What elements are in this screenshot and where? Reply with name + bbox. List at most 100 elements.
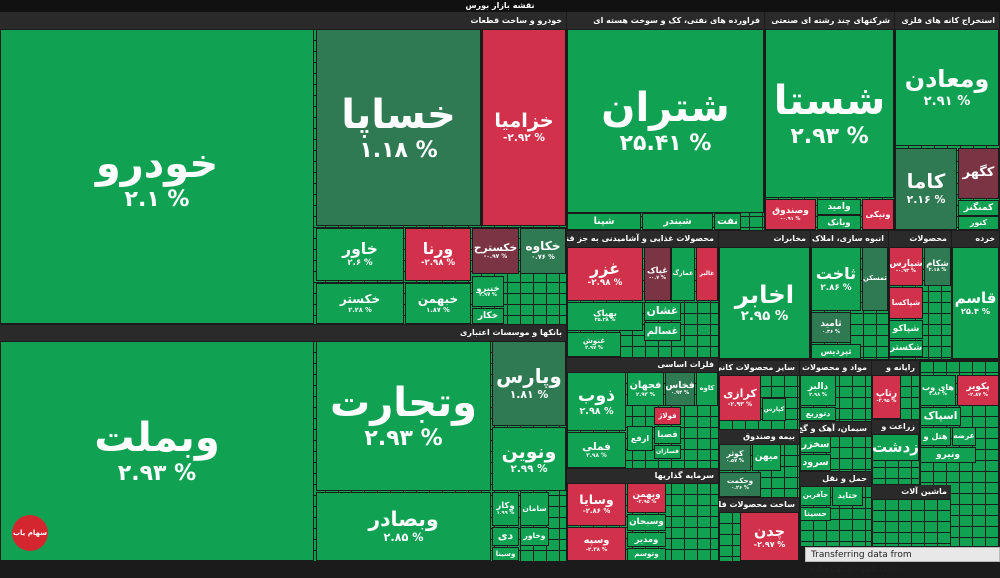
stock-tile: ثامید ۰.۳۶ % [811,312,851,343]
stock-name: کمنگنز [963,202,994,213]
stock-name: غشان [646,304,679,318]
stock-name: وامید [827,201,851,212]
stock-tile: سرود [800,454,831,471]
logo: سهام یاب [12,515,48,551]
stock-name: وحکمت [726,476,754,486]
stock-tile: ومدیر [627,532,666,547]
stock-name: کوثر [726,449,744,459]
stock-tile: حسینا [800,507,831,521]
stock-tile: شکستر [889,340,923,357]
stock-name: ونوین [501,441,557,464]
stock-tile: وبهمن -۲.۹۵ % [627,483,666,513]
stock-tile: شتران ۲۵.۴۱ % [567,29,764,213]
sector-header: سرمایه گذاریها [567,469,718,483]
stock-name: میهن [754,452,779,463]
stock-tile: ثمسکن [862,247,888,311]
stock-tile: اسپاک [920,407,961,426]
stock-name: ثپردیس [820,345,852,356]
stock-name: شتران [601,85,730,132]
stock-name: وخاور [523,531,546,541]
sector-header: بیمه وصندوق [719,430,799,444]
stock-tile: غشان [644,302,681,321]
stock-name: دالبر [807,382,829,393]
stock-tile: وخاور [520,527,549,546]
stock-name: فجهان [629,380,662,392]
sector-header: مخابرات [719,231,810,247]
stock-tile: فخاس ۰.۹۴ % [665,372,695,406]
stock-change: ۱.۹۹ % [496,509,515,516]
stock-change: ۲.۹۱ % [923,93,971,109]
stock-name: قاسم [954,288,997,307]
stock-name: های وب [921,381,955,392]
stock-name: خکار [477,310,499,321]
stock-name: شبندر [663,215,692,227]
status-bar: Transferring data from cdn.sahamyab.com.… [805,547,1000,575]
stock-tile: خودرو ۲.۱ % [0,29,314,324]
stock-tile: پکویر -۲.۸۷ % [957,375,999,406]
stock-change: ۲.۹۷ % [479,292,497,299]
stock-tile: وبملت ۲.۹۳ % [0,341,314,561]
stock-tile: عرضه [952,427,976,446]
stock-tile: غسالم [644,322,681,341]
sector-header: رایانه و [872,361,919,375]
stock-tile: وامید [817,199,861,215]
stock-name: کرازی [723,387,757,401]
stock-change: ۲.۹۷ % [585,344,603,351]
stock-name: چدن [754,523,785,540]
stock-name: خنیرو [476,282,500,293]
stock-change: ۲.۸۶ % [820,283,852,294]
stock-name: وکار [496,500,515,511]
stock-change: -۲.۹۷ % [753,540,786,550]
stock-name: کنور [969,217,988,227]
sector-header: خرده [952,231,999,247]
stock-tile: وسایا -۲.۸۶ % [567,483,626,526]
stock-change: ۲.۱۶ % [906,193,946,207]
stock-name: خکسترح [473,240,518,254]
stock-name: شستا [773,77,886,124]
stock-change: ۲.۹۸ % [809,391,827,398]
stock-change: ۲.۹۸ % [586,452,607,459]
stock-tile: خبهمن ۱.۸۷ % [405,283,471,324]
stock-tile: دالبر ۲.۹۸ % [800,375,836,406]
stock-name: دی [497,529,514,543]
stock-name: کگهر [962,165,995,181]
stock-tile: نفت [714,213,741,230]
stock-name: وتوسم [634,549,659,559]
sector-header: محصولات [889,231,951,247]
stock-change: -۰.۷ % [649,274,666,281]
stock-tile: رتاپ -۲.۹۵ % [872,375,901,419]
stock-tile: شستا ۲.۹۳ % [765,29,894,198]
stock-tile: شبندر [642,213,713,230]
stock-tile: فصبا [654,426,681,444]
stock-name: کپارس [763,405,785,413]
stock-tile: ونیرو [920,447,976,463]
stock-change: ۲.۹۸ % [579,406,614,418]
stock-change: ۱.۸۱ % [509,387,549,401]
stock-tile: خکاوه ۰.۷۶ % [520,228,566,274]
stock-name: سامان [522,503,547,513]
stock-tile: ونوین ۲.۹۹ % [492,427,566,491]
sector-header: محصولات غذایی و آشامیدنی به جز قند و شکر [567,231,718,247]
stock-tile: زدشت [872,434,919,461]
stock-change: ۰.۲۶ % [731,484,749,491]
stock-tile: کاوه [696,372,718,406]
stock-tile: غزر -۲.۹۸ % [567,247,643,301]
stock-change: -۲.۹۵ % [876,398,897,405]
stock-name: غنوش [582,336,606,346]
stock-name: خکستر [339,291,381,306]
stock-name: حآفرین [802,491,829,500]
stock-name: فخاس [665,379,695,391]
stock-tile: غنوش ۲.۹۷ % [567,332,621,357]
stock-tile: خکسترح -۰.۹۷ % [472,228,519,274]
stock-tile: ونیکی [862,199,894,230]
stock-name: پکویر [966,382,990,393]
stock-name: فصبا [657,429,678,440]
stock-name: شکستر [889,343,923,354]
stock-name: خزامیا [494,109,554,133]
stock-change: ۱.۸۷ % [426,305,450,314]
stock-change: -۰.۹۷ % [483,253,508,260]
stock-name: ارفع [630,432,650,443]
stock-change: ۱.۱۸ % [359,137,438,163]
stock-tile: خنیرو ۲.۹۷ % [472,276,504,307]
stock-tile: کاما ۲.۱۶ % [895,148,957,230]
